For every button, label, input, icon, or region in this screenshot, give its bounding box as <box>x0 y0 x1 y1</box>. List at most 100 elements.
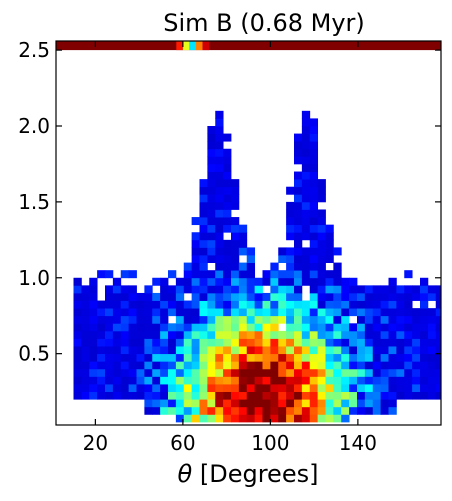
heatmap-cell <box>231 255 240 263</box>
heatmap-cell <box>294 361 303 370</box>
heatmap-cell <box>81 384 90 393</box>
heatmap-cell <box>231 391 240 400</box>
heatmap-cell <box>325 376 334 385</box>
heatmap-cell <box>294 414 303 423</box>
heatmap-cell <box>325 399 334 408</box>
heatmap-cells <box>73 110 441 423</box>
heatmap-cell <box>317 209 326 218</box>
heatmap-cell <box>231 300 240 309</box>
heatmap-cell <box>364 315 374 324</box>
x-tick-label: 60 <box>170 431 195 455</box>
heatmap-cell <box>301 323 311 332</box>
heatmap-cell <box>223 292 232 301</box>
heatmap-cell <box>301 148 311 157</box>
heatmap-cell <box>420 308 429 317</box>
heatmap-cell <box>183 361 193 370</box>
heatmap-cell <box>120 353 130 362</box>
heatmap-cell <box>309 285 319 294</box>
heatmap-cell <box>435 330 441 339</box>
heatmap-cell <box>325 270 334 279</box>
heatmap-cell <box>199 308 208 317</box>
heatmap-cell <box>388 338 397 347</box>
heatmap-cell <box>341 384 350 393</box>
heatmap-cell <box>183 315 193 324</box>
heatmap-cell <box>317 179 326 188</box>
heatmap-cell <box>175 399 185 408</box>
heatmap-cell <box>325 361 334 370</box>
heatmap-cell <box>317 292 326 301</box>
heatmap-cell <box>427 376 437 385</box>
heatmap-cell <box>301 118 311 127</box>
heatmap-cell <box>309 262 319 271</box>
x-axis-label: θ [Degrees] <box>178 460 319 488</box>
heatmap-cell <box>199 361 208 370</box>
heatmap-cell <box>396 346 405 355</box>
heatmap-cell <box>294 232 303 241</box>
heatmap-cell <box>191 255 200 263</box>
heatmap-cell <box>136 292 145 301</box>
heatmap-cell <box>215 163 224 172</box>
heatmap-cell <box>223 308 232 317</box>
heatmap-cell <box>286 414 295 423</box>
heatmap-cell <box>294 285 303 294</box>
heatmap-cell <box>105 391 114 400</box>
heatmap-cell <box>231 285 240 294</box>
heatmap-cell <box>215 300 224 309</box>
heatmap-cell <box>294 376 303 385</box>
heatmap-cell <box>270 376 279 385</box>
heatmap-cell <box>246 323 256 332</box>
heatmap-cell <box>349 384 358 393</box>
heatmap-cell <box>309 353 319 362</box>
heatmap-cell <box>152 315 161 324</box>
heatmap-cell <box>73 376 82 385</box>
heatmap-cell <box>278 361 287 370</box>
heatmap-cell <box>317 323 326 332</box>
heatmap-cell <box>357 300 366 309</box>
heatmap-cell <box>317 338 326 347</box>
heatmap-cell <box>278 315 287 324</box>
heatmap-cell <box>215 414 224 423</box>
heatmap-cell <box>301 141 311 150</box>
heatmap-cell <box>128 338 137 347</box>
heatmap-cell <box>231 315 240 324</box>
heatmap-cell <box>270 323 279 332</box>
heatmap-cell <box>286 384 295 393</box>
heatmap-cell <box>223 262 232 271</box>
heatmap-cell <box>112 376 122 385</box>
heatmap-cell <box>207 194 216 203</box>
heatmap-cell <box>89 384 98 393</box>
heatmap-cell <box>333 376 342 385</box>
heatmap-cell <box>215 285 224 294</box>
heatmap-cell <box>301 384 311 393</box>
heatmap-cell <box>223 156 232 165</box>
heatmap-cell <box>207 384 216 393</box>
heatmap-cell <box>144 330 153 339</box>
y-tick-label: 2.0 <box>18 114 50 138</box>
heatmap-cell <box>152 391 161 400</box>
heatmap-cell <box>215 330 224 339</box>
heatmap-cell <box>278 277 287 286</box>
heatmap-cell <box>207 217 216 226</box>
heatmap-cell <box>168 361 177 370</box>
heatmap-cell <box>435 308 441 317</box>
heatmap-cell <box>286 270 295 279</box>
heatmap-cell <box>294 300 303 309</box>
heatmap-cell <box>349 330 358 339</box>
heatmap-cell <box>160 330 169 339</box>
heatmap-cell <box>191 270 200 279</box>
heatmap-cell <box>238 399 248 408</box>
heatmap-cell <box>223 368 232 377</box>
heatmap-cell <box>364 376 374 385</box>
heatmap-cell <box>246 406 256 415</box>
heatmap-cell <box>301 194 311 203</box>
heatmap-cell <box>73 292 82 301</box>
heatmap-cell <box>73 308 82 317</box>
heatmap-cell <box>168 330 177 339</box>
heatmap-cell <box>341 338 350 347</box>
heatmap-cell <box>254 391 263 400</box>
heatmap-cell <box>207 353 216 362</box>
heatmap-cell <box>207 406 216 415</box>
heatmap-cell <box>325 346 334 355</box>
heatmap-cell <box>262 315 271 324</box>
heatmap-cell <box>160 308 169 317</box>
